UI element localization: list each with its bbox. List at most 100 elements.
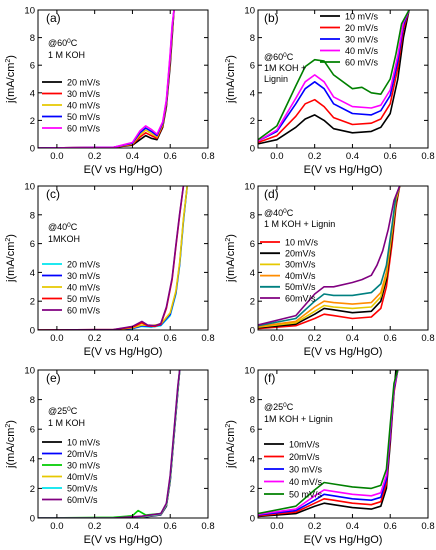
series-group (258, 186, 401, 330)
y-tick-label: 2 (250, 116, 255, 127)
temperature-degree-superscript: 0 (283, 52, 287, 59)
electrolyte-annotation: 1 M KOH (48, 50, 85, 60)
x-tick-label: 0.6 (164, 151, 177, 162)
legend-label: 40 mV/s (67, 282, 101, 292)
y-tick-label: 10 (244, 366, 255, 377)
temperature-unit: C (287, 52, 294, 62)
y-tick-label: 10 (244, 6, 255, 17)
y-axis-label: j(mA/cm2) (5, 420, 17, 469)
legend-label: 60 mV/s (345, 57, 379, 67)
series-line-4 (258, 370, 399, 516)
condition-annotation: @400C (264, 208, 294, 218)
y-tick-label: 10 (244, 182, 255, 193)
temperature-text: @60 (264, 52, 283, 62)
temperature-unit: C (287, 402, 294, 412)
x-tick-label: 0.0 (50, 333, 63, 344)
temperature-text: @25 (48, 406, 67, 416)
y-axis-label-end: ) (5, 420, 17, 424)
y-tick-label: 6 (30, 239, 35, 250)
y-tick-label: 8 (250, 33, 255, 44)
x-tick-label: 0.4 (126, 151, 139, 162)
series-line-4 (38, 370, 181, 518)
y-tick-label: 4 (30, 268, 35, 279)
x-tick-label: 0.0 (50, 151, 63, 162)
legend-label: 60mV/s (67, 495, 98, 505)
y-tick-label: 8 (30, 33, 35, 44)
series-line-3 (38, 186, 188, 330)
x-tick-label: 0.8 (421, 333, 434, 344)
series-line-5 (38, 186, 185, 330)
series-line-6 (258, 186, 401, 326)
panel-label: (e) (46, 371, 61, 385)
temperature-unit: C (71, 222, 78, 232)
x-tick-label: 0.8 (421, 521, 434, 532)
legend-label: 50 mV/s (67, 112, 101, 122)
temperature-degree-superscript: 0 (67, 38, 71, 45)
series-line-3 (258, 10, 410, 142)
y-axis-label: j(mA/cm2) (5, 55, 17, 104)
x-tick-label: 0.2 (88, 333, 101, 344)
legend-label: 20 mV/s (67, 77, 101, 87)
y-tick-label: 8 (250, 210, 255, 221)
legend-label: 20mV/s (289, 452, 320, 462)
x-tick-label: 0.4 (126, 333, 139, 344)
panel-label: (a) (46, 11, 61, 25)
temperature-text: @60 (48, 38, 67, 48)
y-axis-label: j(mA/cm2) (225, 55, 237, 104)
series-group (38, 10, 175, 148)
y-axis-label-superscript: 2 (5, 238, 12, 242)
condition-annotation: @250C (264, 402, 294, 412)
y-tick-label: 0 (250, 514, 255, 525)
temperature-text: @25 (264, 402, 283, 412)
temperature-text: @40 (48, 222, 67, 232)
y-axis-label-main: j(mA/cm (5, 242, 17, 283)
series-line-2 (258, 10, 410, 144)
x-tick-label: 0.2 (308, 333, 321, 344)
y-axis-label-end: ) (225, 420, 237, 424)
y-tick-label: 10 (24, 366, 35, 377)
plot-frame (37, 185, 209, 331)
legend-label: 20mV/s (67, 449, 98, 459)
panel-label: (d) (264, 187, 279, 201)
legend-label: 50mV/s (67, 483, 98, 493)
legend-label: 50mV/s (285, 282, 316, 292)
y-tick-label: 0 (250, 144, 255, 155)
y-axis-label: j(mA/cm2) (5, 234, 17, 283)
temperature-unit: C (71, 406, 78, 416)
y-axis-label-superscript: 2 (225, 238, 232, 242)
legend-label: 40mV/s (67, 472, 98, 482)
x-tick-label: 0.4 (346, 521, 359, 532)
x-tick-label: 0.2 (88, 521, 101, 532)
series-line-5 (258, 370, 399, 515)
legend-label: 30 mV/s (289, 464, 323, 474)
panel-label: (f) (264, 371, 275, 385)
y-axis-label-end: ) (225, 234, 237, 238)
legend-label: 20mV/s (285, 249, 316, 259)
plot-frame (37, 369, 209, 519)
y-tick-label: 6 (30, 425, 35, 436)
y-tick-label: 8 (250, 395, 255, 406)
series-line-6 (38, 370, 181, 518)
series-line-2 (38, 370, 181, 518)
electrolyte-annotation: 1M KOH + (264, 63, 306, 73)
y-tick-label: 4 (250, 268, 255, 279)
x-tick-label: 0.4 (126, 521, 139, 532)
plot-frame (257, 9, 429, 149)
temperature-text: @40 (264, 208, 283, 218)
y-tick-label: 8 (30, 210, 35, 221)
y-tick-label: 0 (250, 326, 255, 337)
y-tick-label: 6 (250, 425, 255, 436)
plot-frame (257, 185, 429, 331)
legend-label: 10 mV/s (67, 437, 101, 447)
legend-label: 30mV/s (285, 260, 316, 270)
x-tick-label: 0.4 (346, 333, 359, 344)
y-axis-label-superscript: 2 (5, 424, 12, 428)
panel-c: 0.0 0.2 0.4 0.6 0.8 0 2 4 6 8 10 E(V vs Hg/HgO) j(mA… (5, 182, 215, 359)
y-axis-label-main: j(mA/cm (225, 63, 237, 104)
y-axis-label-main: j(mA/cm (225, 242, 237, 283)
y-tick-label: 4 (250, 88, 255, 99)
legend-label: 30 mV/s (67, 271, 101, 281)
y-tick-label: 10 (24, 6, 35, 17)
series-group (38, 186, 188, 330)
